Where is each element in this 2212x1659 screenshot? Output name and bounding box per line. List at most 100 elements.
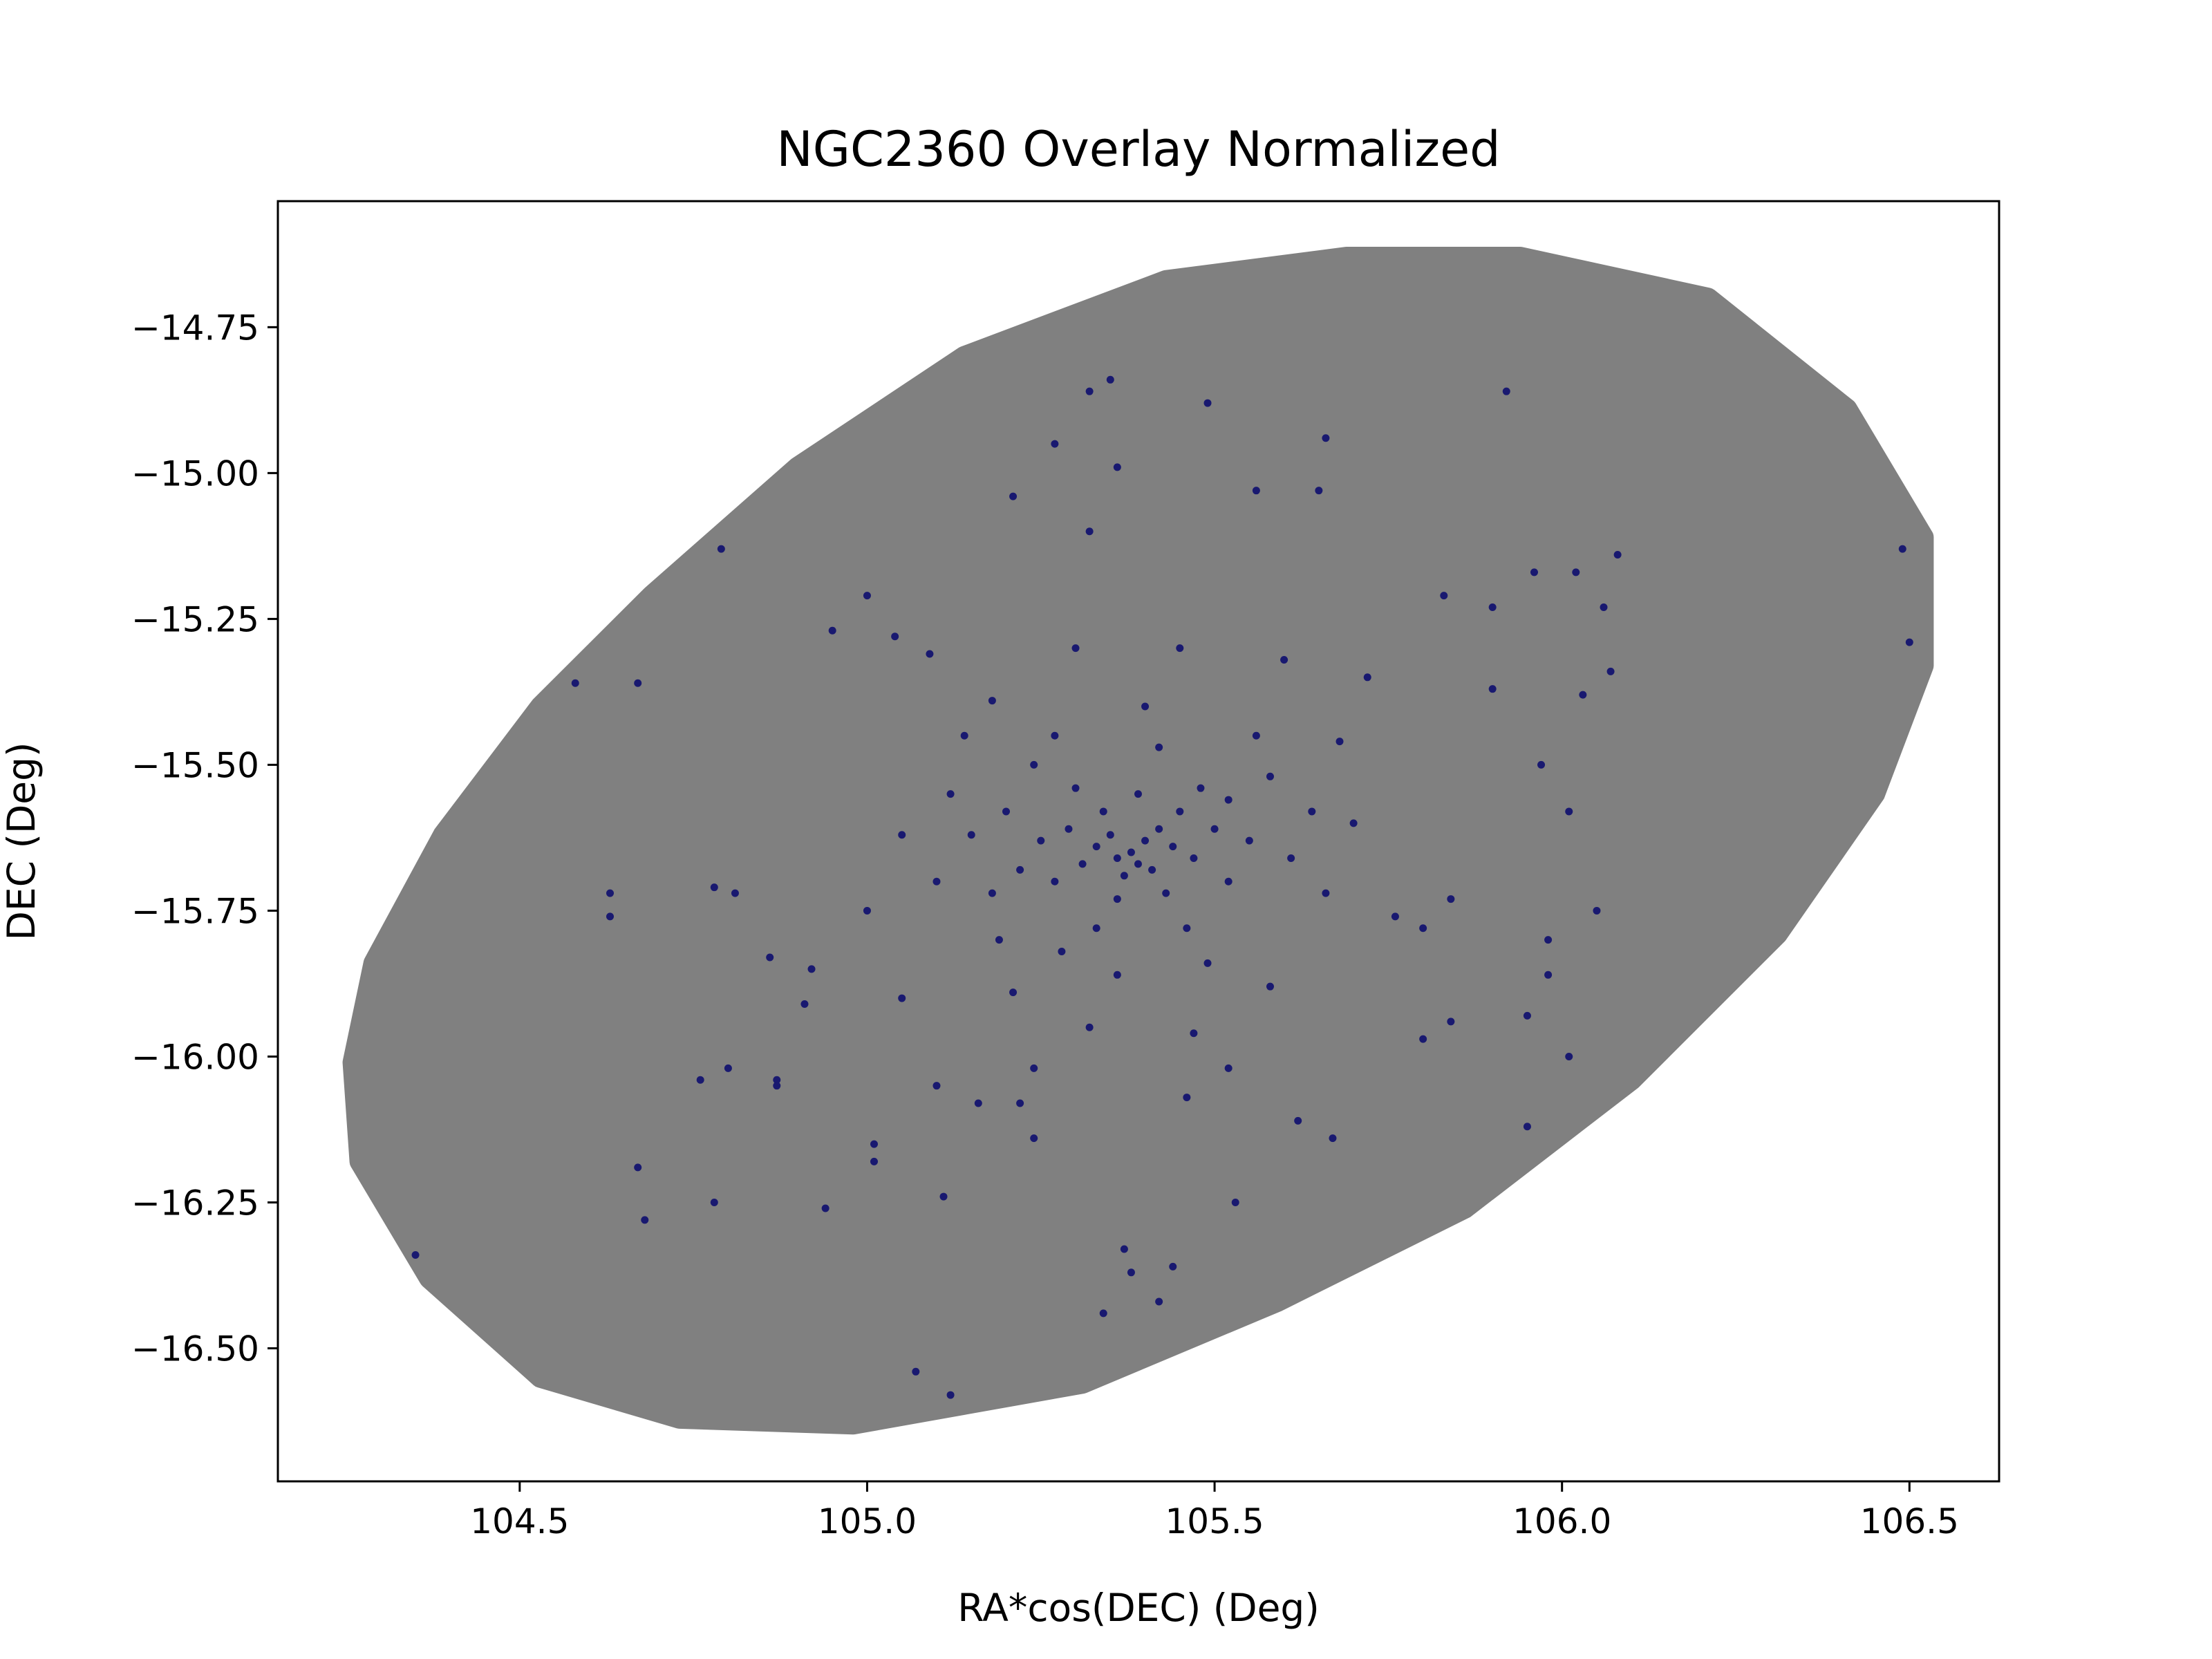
point [863,592,871,600]
point [634,1163,642,1172]
point [912,1367,920,1376]
point [1037,836,1045,845]
point [773,1076,781,1084]
point [1030,1134,1038,1143]
point [870,1140,879,1148]
point [1051,877,1059,885]
point [1134,790,1142,798]
point [1092,924,1100,932]
y-tick-label: −15.50 [131,745,259,785]
point [1127,1268,1135,1277]
point [800,1000,809,1009]
point [1224,877,1232,885]
point [1252,487,1260,495]
point [1308,807,1316,816]
point [1113,895,1121,903]
point [1030,760,1038,769]
y-tick-label: −15.25 [131,599,259,639]
point [1183,924,1191,932]
point [1329,1134,1337,1143]
point [1085,527,1094,536]
y-tick-label: −16.25 [131,1183,259,1224]
point [1322,434,1330,442]
point [1544,971,1553,979]
point [967,831,975,839]
point [1099,807,1107,816]
point [1155,1297,1163,1306]
y-tick-label: −15.75 [131,891,259,931]
x-tick-label: 106.5 [1860,1501,1959,1541]
point [898,994,906,1002]
point [1148,865,1156,874]
point [1231,1199,1239,1207]
point [1419,924,1427,932]
point [1155,825,1163,833]
point [1363,673,1371,682]
point [1190,854,1198,862]
point [1322,889,1330,897]
point [1280,655,1288,664]
point [1440,592,1448,600]
point [1579,691,1587,699]
point [1315,487,1323,495]
point [1447,1018,1455,1026]
point [1120,872,1128,880]
point [1099,1309,1107,1318]
point [1898,545,1906,553]
point [1530,568,1538,577]
point-field [342,247,1934,1435]
point [1224,1064,1232,1072]
point [1113,463,1121,471]
point [1447,895,1455,903]
point [1051,440,1059,448]
point [946,790,955,798]
point [1905,638,1913,646]
point [1176,644,1184,653]
point [1537,760,1546,769]
point [1058,948,1066,956]
point [1009,988,1018,997]
point [821,1204,830,1212]
point [1391,912,1399,921]
point [1203,959,1212,967]
point [1169,843,1177,851]
point [1002,807,1011,816]
x-axis-label: RA*cos(DEC) (Deg) [957,1586,1320,1630]
point [1488,685,1497,693]
point [571,679,579,687]
plot-area [342,247,1934,1435]
point [1593,906,1601,915]
point [1134,860,1142,868]
point [988,697,996,705]
point [773,1082,781,1090]
point [634,679,642,687]
point [1203,399,1212,407]
point [1092,843,1100,851]
point [1065,825,1073,833]
point [710,883,718,892]
y-axis-label: DEC (Deg) [0,742,44,940]
point [1606,667,1615,675]
point [995,936,1003,944]
point [606,912,615,921]
point [766,953,774,962]
point [932,1082,941,1090]
point [1009,492,1018,500]
point [1176,807,1184,816]
point [1120,1245,1128,1253]
point [1016,865,1024,874]
point [1266,982,1274,991]
point [717,545,725,553]
point [1572,568,1580,577]
point [1113,971,1121,979]
point [1085,387,1094,395]
point [1544,936,1553,944]
point [1169,1262,1177,1271]
point [641,1216,649,1224]
point [1127,848,1135,856]
point [1183,1094,1191,1102]
x-tick-label: 106.0 [1512,1501,1611,1541]
point [1565,1052,1573,1060]
point [1210,825,1219,833]
point [926,650,934,658]
